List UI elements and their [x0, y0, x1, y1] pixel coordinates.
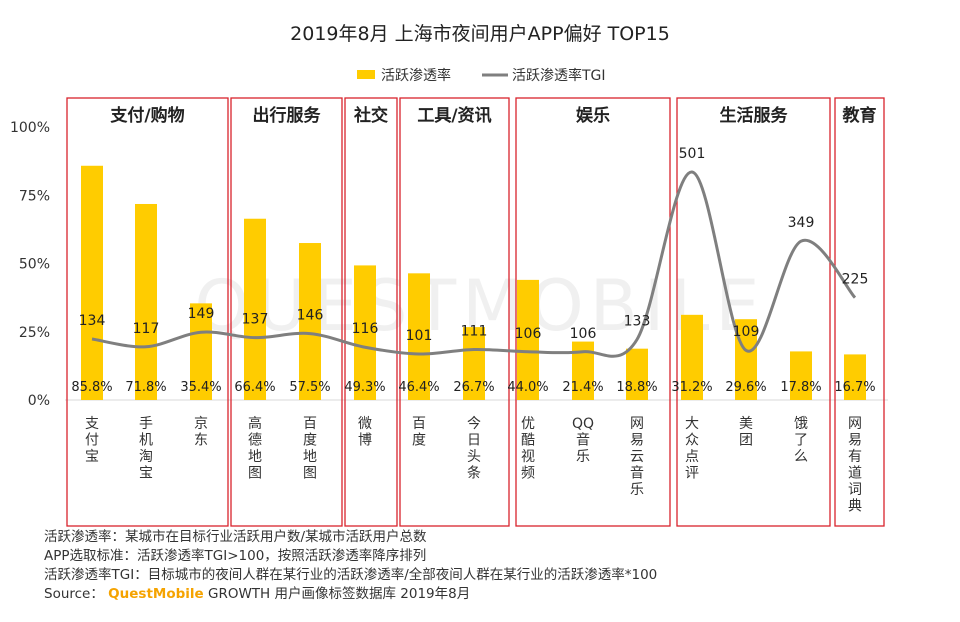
legend: 活跃渗透率 活跃渗透率TGI — [357, 67, 606, 84]
category-label: 工具/资讯 — [417, 105, 491, 126]
penetration-value-label: 29.6% — [725, 380, 766, 395]
category-box — [515, 97, 671, 527]
category-box — [344, 97, 398, 527]
labels: 85.8% 71.8% 35.4% 66.4% 57.5% 49.3% 46.4% 26.7%… — [71, 146, 875, 514]
chart-title: 2019年8月 上海市夜间用户APP偏好 TOP15 — [290, 23, 670, 45]
category-label: 支付/购物 — [110, 105, 184, 126]
category-label: 教育 — [842, 105, 877, 126]
penetration-value-label: 66.4% — [234, 380, 275, 395]
penetration-value-label: 44.0% — [507, 380, 548, 395]
source-prefix: Source： — [44, 586, 104, 602]
tgi-value-label: 146 — [297, 308, 324, 324]
app-name: 微博 — [358, 416, 372, 449]
category-label: 社交 — [353, 105, 388, 126]
penetration-bar — [463, 327, 485, 400]
penetration-value-label: 71.8% — [125, 380, 166, 395]
tgi-value-label: 117 — [133, 321, 160, 337]
penetration-bar — [299, 243, 321, 400]
app-name: 高德地图 — [248, 415, 262, 482]
penetration-bar — [81, 165, 103, 400]
chart: QUESTMOBILE 2019年8月 上海市夜间用户APP偏好 TOP15 活… — [10, 23, 888, 527]
penetration-value-label: 17.8% — [780, 380, 821, 395]
penetration-bar — [354, 265, 376, 400]
note-selection: APP选取标准：活跃渗透率TGI>100，按照活跃渗透率降序排列 — [44, 548, 427, 564]
app-name: 支付宝 — [85, 416, 99, 465]
tgi-line-group — [91, 170, 857, 358]
penetration-bar — [790, 351, 812, 400]
tgi-value-label: 101 — [406, 328, 433, 344]
tgi-line — [91, 170, 857, 358]
app-name: 今日头条 — [467, 416, 481, 482]
tgi-value-label: 149 — [188, 306, 215, 322]
penetration-bar — [135, 203, 157, 400]
tgi-value-label: 137 — [242, 312, 269, 328]
app-name: QQ 音乐 — [572, 416, 594, 465]
footnotes: 活跃渗透率：某城市在目标行业活跃用户数/某城市活跃用户总数 APP选取标准：活跃… — [44, 528, 657, 604]
note-tgi: 活跃渗透率TGI：目标城市的夜间人群在某行业的活跃渗透率/全部夜间人群在某行业的… — [44, 567, 658, 583]
app-name: 网易有道词典 — [848, 416, 862, 515]
note-penetration: 活跃渗透率：某城市在目标行业活跃用户数/某城市活跃用户总数 — [44, 529, 427, 545]
penetration-value-label: 31.2% — [671, 380, 712, 395]
penetration-value-label: 35.4% — [180, 380, 221, 395]
y-tick-label: 0% — [28, 393, 50, 409]
app-name: 优酷视频 — [521, 416, 535, 482]
category-label: 娱乐 — [576, 105, 610, 126]
category-boxes: 支付/购物 出行服务 社交 工具/资讯 娱乐 生活服务 教育 — [66, 97, 885, 527]
tgi-value-label: 116 — [352, 321, 379, 337]
penetration-bar — [626, 348, 648, 400]
app-name: 网易云音乐 — [630, 416, 644, 498]
app-name: 百度地图 — [303, 416, 317, 482]
category-box — [230, 97, 343, 527]
tgi-value-label: 133 — [624, 313, 651, 329]
app-name: 京东 — [194, 416, 208, 449]
penetration-bar — [244, 218, 266, 400]
app-name: 手机淘宝 — [139, 416, 153, 482]
penetration-bar — [517, 279, 539, 400]
penetration-bar — [681, 314, 703, 400]
legend-bar-label: 活跃渗透率 — [381, 67, 451, 84]
tgi-value-label: 225 — [842, 272, 869, 288]
penetration-bar — [190, 303, 212, 400]
penetration-value-label: 18.8% — [616, 380, 657, 395]
source-brand: QuestMobile — [108, 586, 204, 602]
penetration-value-label: 26.7% — [453, 380, 494, 395]
penetration-value-label: 85.8% — [71, 380, 112, 395]
penetration-value-label: 46.4% — [398, 380, 439, 395]
bars — [81, 165, 866, 400]
y-tick-label: 75% — [19, 188, 50, 204]
tgi-value-label: 106 — [515, 326, 542, 342]
tgi-value-label: 134 — [79, 313, 106, 329]
category-box — [676, 97, 831, 527]
category-box — [399, 97, 510, 527]
note-source: Source： QuestMobile GROWTH 用户画像标签数据库 201… — [44, 585, 657, 604]
tgi-value-label: 106 — [570, 326, 597, 342]
penetration-value-label: 49.3% — [344, 380, 385, 395]
legend-bar-swatch — [357, 70, 375, 79]
category-label: 出行服务 — [253, 105, 322, 126]
source-rest: GROWTH 用户画像标签数据库 2019年8月 — [203, 586, 471, 602]
category-label: 生活服务 — [720, 105, 789, 126]
category-box — [66, 97, 229, 527]
app-name: 大众点评 — [685, 416, 699, 482]
legend-line-label: 活跃渗透率TGI — [512, 67, 606, 84]
penetration-bar — [572, 341, 594, 400]
category-box — [834, 97, 885, 527]
penetration-value-label: 57.5% — [289, 380, 330, 395]
penetration-bar — [844, 354, 866, 400]
tgi-value-label: 111 — [461, 323, 488, 339]
app-name: 饿了么 — [794, 416, 808, 465]
app-name: 美团 — [739, 416, 753, 449]
y-tick-label: 100% — [10, 120, 50, 136]
y-tick-label: 25% — [19, 325, 50, 341]
penetration-value-label: 21.4% — [562, 380, 603, 395]
penetration-bar — [408, 273, 430, 400]
tgi-value-label: 349 — [788, 215, 815, 231]
app-name: 百度 — [412, 416, 426, 449]
penetration-value-label: 16.7% — [834, 380, 875, 395]
tgi-value-label: 109 — [733, 324, 760, 340]
y-tick-label: 50% — [19, 257, 50, 273]
tgi-value-label: 501 — [679, 146, 706, 162]
